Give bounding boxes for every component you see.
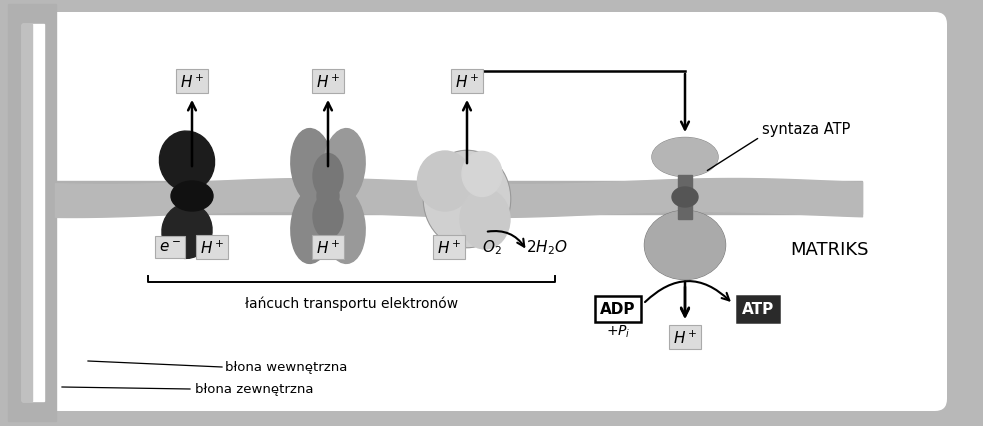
Text: syntaza ATP: syntaza ATP — [762, 122, 850, 137]
Ellipse shape — [462, 152, 502, 197]
Ellipse shape — [322, 130, 365, 204]
Text: $+ P_i$: $+ P_i$ — [606, 323, 630, 340]
Ellipse shape — [291, 189, 333, 264]
Bar — [55, 181, 862, 215]
Ellipse shape — [672, 187, 698, 207]
Ellipse shape — [425, 152, 509, 247]
Ellipse shape — [322, 189, 365, 264]
Ellipse shape — [418, 152, 473, 211]
Text: łańcuch transportu elektronów: łańcuch transportu elektronów — [245, 296, 458, 311]
Bar — [8, 5, 56, 421]
Ellipse shape — [313, 194, 343, 239]
Text: błona wewnętrzna: błona wewnętrzna — [225, 361, 347, 374]
Text: $O_2$: $O_2$ — [483, 238, 502, 257]
Text: $H^+$: $H^+$ — [455, 73, 480, 90]
Text: ATP: ATP — [742, 302, 775, 317]
Text: $H^+$: $H^+$ — [180, 73, 204, 90]
Ellipse shape — [171, 181, 213, 211]
Text: $e^-$: $e^-$ — [159, 240, 181, 255]
Ellipse shape — [291, 130, 333, 204]
Text: błona zewnętrzna: błona zewnętrzna — [195, 383, 314, 396]
Ellipse shape — [460, 190, 510, 249]
Ellipse shape — [159, 132, 214, 191]
Bar — [678, 176, 692, 219]
Text: ADP: ADP — [601, 302, 636, 317]
Text: $H^+$: $H^+$ — [316, 73, 340, 90]
Ellipse shape — [162, 204, 212, 259]
Ellipse shape — [317, 183, 339, 210]
Text: $H^+$: $H^+$ — [436, 239, 461, 256]
Text: $2H_2O$: $2H_2O$ — [526, 238, 568, 257]
Ellipse shape — [645, 211, 725, 279]
Ellipse shape — [313, 154, 343, 199]
Text: MATRIKS: MATRIKS — [790, 240, 869, 259]
Text: $H^+$: $H^+$ — [200, 239, 224, 256]
FancyBboxPatch shape — [43, 13, 947, 411]
Text: $H^+$: $H^+$ — [316, 239, 340, 256]
Ellipse shape — [653, 139, 718, 177]
Bar — [22, 25, 32, 401]
Text: $H^+$: $H^+$ — [672, 328, 697, 346]
Bar — [22, 25, 44, 401]
